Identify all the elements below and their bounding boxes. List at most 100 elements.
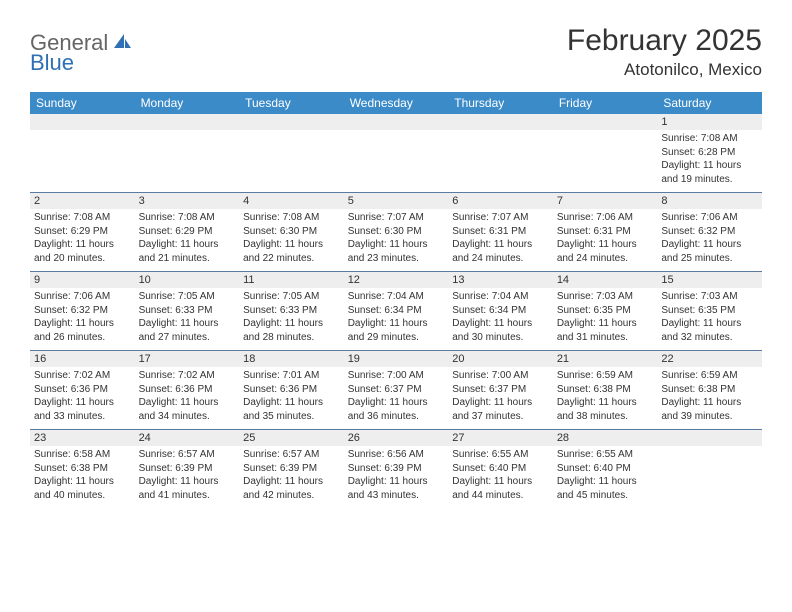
daylight-text: Daylight: 11 hours <box>243 317 340 331</box>
sunrise-text: Sunrise: 7:06 AM <box>557 211 654 225</box>
sunset-text: Sunset: 6:36 PM <box>139 383 236 397</box>
daylight-text: and 26 minutes. <box>34 331 131 345</box>
brand-part2-wrap: Blue <box>30 50 74 76</box>
day-cell: Sunrise: 6:59 AMSunset: 6:38 PMDaylight:… <box>657 367 762 430</box>
day-number-cell: 10 <box>135 272 240 289</box>
day-number-cell: 9 <box>30 272 135 289</box>
weekday-header: Tuesday <box>239 92 344 114</box>
day-number-cell: 12 <box>344 272 449 289</box>
day-number-cell <box>135 114 240 130</box>
day-cell: Sunrise: 7:05 AMSunset: 6:33 PMDaylight:… <box>239 288 344 351</box>
sunrise-text: Sunrise: 6:58 AM <box>34 448 131 462</box>
title-block: February 2025 Atotonilco, Mexico <box>567 24 762 80</box>
day-body-row: Sunrise: 7:08 AMSunset: 6:29 PMDaylight:… <box>30 209 762 272</box>
day-number-cell: 4 <box>239 193 344 210</box>
daylight-text: and 29 minutes. <box>348 331 445 345</box>
daylight-text: Daylight: 11 hours <box>34 238 131 252</box>
sunrise-text: Sunrise: 6:59 AM <box>557 369 654 383</box>
day-cell: Sunrise: 7:02 AMSunset: 6:36 PMDaylight:… <box>135 367 240 430</box>
day-cell: Sunrise: 7:01 AMSunset: 6:36 PMDaylight:… <box>239 367 344 430</box>
daylight-text: Daylight: 11 hours <box>34 317 131 331</box>
weekday-header: Friday <box>553 92 658 114</box>
day-number-cell <box>448 114 553 130</box>
sunset-text: Sunset: 6:39 PM <box>139 462 236 476</box>
daylight-text: and 33 minutes. <box>34 410 131 424</box>
sunrise-text: Sunrise: 7:03 AM <box>661 290 758 304</box>
daylight-text: Daylight: 11 hours <box>139 317 236 331</box>
day-cell <box>239 130 344 193</box>
day-cell: Sunrise: 6:55 AMSunset: 6:40 PMDaylight:… <box>553 446 658 508</box>
sunrise-text: Sunrise: 6:57 AM <box>243 448 340 462</box>
sail-icon <box>112 30 132 56</box>
day-cell <box>30 130 135 193</box>
sunset-text: Sunset: 6:30 PM <box>243 225 340 239</box>
daylight-text: Daylight: 11 hours <box>661 317 758 331</box>
daylight-text: and 35 minutes. <box>243 410 340 424</box>
day-number-cell: 23 <box>30 430 135 447</box>
daylight-text: and 21 minutes. <box>139 252 236 266</box>
day-number-cell: 7 <box>553 193 658 210</box>
calendar-body: 1Sunrise: 7:08 AMSunset: 6:28 PMDaylight… <box>30 114 762 508</box>
day-cell: Sunrise: 7:08 AMSunset: 6:29 PMDaylight:… <box>30 209 135 272</box>
sunrise-text: Sunrise: 7:02 AM <box>34 369 131 383</box>
daylight-text: Daylight: 11 hours <box>243 396 340 410</box>
daylight-text: and 19 minutes. <box>661 173 758 187</box>
day-number-cell: 1 <box>657 114 762 130</box>
sunset-text: Sunset: 6:37 PM <box>452 383 549 397</box>
sunset-text: Sunset: 6:35 PM <box>661 304 758 318</box>
day-number-cell: 22 <box>657 351 762 368</box>
sunset-text: Sunset: 6:34 PM <box>452 304 549 318</box>
day-cell <box>657 446 762 508</box>
daylight-text: Daylight: 11 hours <box>139 475 236 489</box>
brand-part2: Blue <box>30 50 74 75</box>
weekday-header: Wednesday <box>344 92 449 114</box>
sunrise-text: Sunrise: 7:02 AM <box>139 369 236 383</box>
day-number-cell: 24 <box>135 430 240 447</box>
sunset-text: Sunset: 6:33 PM <box>243 304 340 318</box>
sunset-text: Sunset: 6:36 PM <box>34 383 131 397</box>
day-number-cell: 5 <box>344 193 449 210</box>
daylight-text: Daylight: 11 hours <box>661 238 758 252</box>
sunrise-text: Sunrise: 7:05 AM <box>139 290 236 304</box>
daylight-text: Daylight: 11 hours <box>557 475 654 489</box>
sunset-text: Sunset: 6:35 PM <box>557 304 654 318</box>
sunrise-text: Sunrise: 7:06 AM <box>34 290 131 304</box>
sunset-text: Sunset: 6:31 PM <box>452 225 549 239</box>
sunset-text: Sunset: 6:32 PM <box>34 304 131 318</box>
daylight-text: Daylight: 11 hours <box>243 238 340 252</box>
sunrise-text: Sunrise: 6:59 AM <box>661 369 758 383</box>
sunset-text: Sunset: 6:33 PM <box>139 304 236 318</box>
day-number-cell: 15 <box>657 272 762 289</box>
daylight-text: Daylight: 11 hours <box>139 238 236 252</box>
day-cell: Sunrise: 7:07 AMSunset: 6:31 PMDaylight:… <box>448 209 553 272</box>
daylight-text: and 39 minutes. <box>661 410 758 424</box>
day-cell: Sunrise: 7:06 AMSunset: 6:32 PMDaylight:… <box>30 288 135 351</box>
sunset-text: Sunset: 6:30 PM <box>348 225 445 239</box>
sunrise-text: Sunrise: 6:55 AM <box>557 448 654 462</box>
daylight-text: Daylight: 11 hours <box>34 475 131 489</box>
sunrise-text: Sunrise: 7:04 AM <box>348 290 445 304</box>
daylight-text: Daylight: 11 hours <box>348 238 445 252</box>
daylight-text: and 31 minutes. <box>557 331 654 345</box>
sunset-text: Sunset: 6:39 PM <box>243 462 340 476</box>
sunrise-text: Sunrise: 7:08 AM <box>34 211 131 225</box>
day-number-cell: 2 <box>30 193 135 210</box>
day-number-cell: 16 <box>30 351 135 368</box>
day-cell: Sunrise: 7:03 AMSunset: 6:35 PMDaylight:… <box>553 288 658 351</box>
sunrise-text: Sunrise: 7:03 AM <box>557 290 654 304</box>
sunset-text: Sunset: 6:29 PM <box>34 225 131 239</box>
daylight-text: Daylight: 11 hours <box>34 396 131 410</box>
sunset-text: Sunset: 6:40 PM <box>557 462 654 476</box>
daylight-text: and 23 minutes. <box>348 252 445 266</box>
day-cell: Sunrise: 7:00 AMSunset: 6:37 PMDaylight:… <box>344 367 449 430</box>
sunset-text: Sunset: 6:38 PM <box>34 462 131 476</box>
daylight-text: Daylight: 11 hours <box>557 238 654 252</box>
day-cell <box>448 130 553 193</box>
daylight-text: and 38 minutes. <box>557 410 654 424</box>
day-number-row: 2345678 <box>30 193 762 210</box>
day-number-cell: 20 <box>448 351 553 368</box>
day-cell: Sunrise: 7:03 AMSunset: 6:35 PMDaylight:… <box>657 288 762 351</box>
day-cell: Sunrise: 6:55 AMSunset: 6:40 PMDaylight:… <box>448 446 553 508</box>
daylight-text: Daylight: 11 hours <box>452 396 549 410</box>
sunrise-text: Sunrise: 7:00 AM <box>452 369 549 383</box>
